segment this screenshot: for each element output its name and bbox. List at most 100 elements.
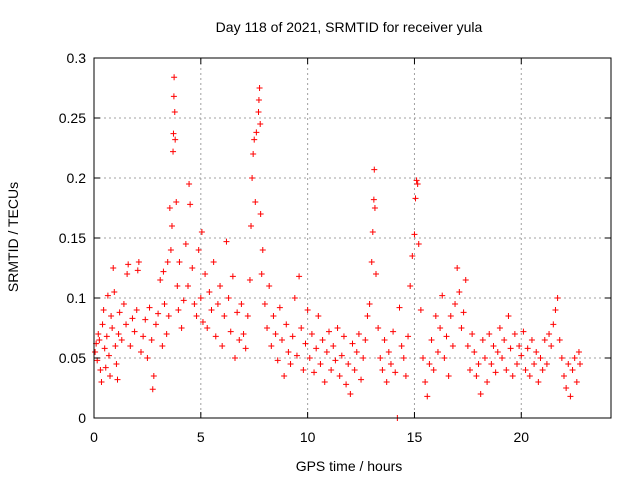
- data-point: [537, 355, 544, 361]
- data-point: [129, 315, 136, 322]
- data-point: [567, 393, 574, 400]
- data-point: [161, 301, 168, 307]
- data-point: [134, 267, 141, 274]
- data-point: [571, 355, 578, 361]
- data-point: [505, 313, 512, 319]
- data-point: [135, 259, 142, 265]
- data-point: [109, 325, 116, 331]
- data-point: [317, 361, 324, 367]
- data-point: [311, 369, 318, 376]
- data-point: [97, 367, 104, 373]
- data-point: [398, 343, 405, 349]
- x-axis-label: GPS time / hours: [296, 458, 403, 474]
- data-point: [258, 271, 265, 277]
- data-point: [338, 352, 345, 359]
- data-point: [511, 331, 518, 337]
- data-point: [323, 349, 330, 355]
- data-point: [189, 265, 196, 271]
- data-point: [149, 386, 156, 393]
- data-point: [456, 289, 463, 295]
- data-point: [170, 93, 177, 100]
- data-point: [249, 175, 256, 181]
- data-point: [165, 313, 172, 319]
- data-point: [522, 367, 529, 373]
- data-point: [101, 345, 108, 352]
- data-point: [178, 325, 185, 331]
- data-point: [417, 307, 424, 313]
- data-point: [413, 177, 420, 184]
- data-point: [163, 331, 170, 337]
- data-point: [107, 373, 114, 379]
- data-point: [166, 205, 173, 211]
- data-point: [195, 247, 202, 253]
- data-point: [256, 85, 263, 91]
- data-point: [240, 331, 247, 337]
- data-point: [464, 343, 471, 349]
- data-point: [186, 181, 193, 187]
- data-point: [172, 136, 179, 143]
- data-point: [319, 337, 326, 343]
- data-point: [131, 328, 138, 335]
- data-point: [479, 337, 486, 343]
- data-point: [255, 97, 262, 103]
- data-point: [176, 259, 183, 265]
- data-point: [454, 265, 461, 271]
- data-point: [488, 361, 495, 367]
- data-point: [469, 331, 476, 337]
- data-point: [285, 349, 292, 355]
- data-point: [345, 361, 352, 367]
- data-point: [140, 333, 147, 340]
- data-point: [229, 273, 236, 280]
- data-point: [217, 283, 224, 289]
- data-point: [182, 241, 189, 247]
- data-point: [481, 355, 488, 361]
- data-point: [430, 367, 437, 373]
- data-point: [118, 337, 125, 343]
- data-point: [528, 337, 535, 343]
- data-point: [415, 241, 422, 247]
- data-point: [251, 136, 258, 143]
- data-point: [577, 361, 584, 367]
- data-point: [114, 376, 121, 383]
- data-point: [274, 357, 281, 364]
- data-point: [462, 277, 469, 283]
- x-tick-label: 5: [197, 429, 205, 445]
- data-point: [175, 307, 182, 313]
- data-point: [516, 343, 523, 349]
- data-point: [261, 301, 268, 307]
- data-point: [373, 271, 379, 277]
- data-point: [561, 373, 567, 379]
- data-point: [347, 391, 354, 397]
- data-point: [152, 321, 159, 328]
- data-point: [227, 328, 234, 335]
- data-point: [248, 223, 255, 229]
- data-point: [210, 259, 217, 265]
- data-point: [554, 295, 561, 301]
- data-point: [492, 369, 499, 376]
- data-point: [98, 379, 105, 385]
- data-point: [120, 301, 127, 307]
- data-point: [168, 223, 175, 229]
- data-point: [520, 328, 527, 335]
- data-point: [405, 333, 412, 340]
- data-point: [125, 261, 132, 268]
- data-point: [212, 333, 219, 340]
- data-point: [518, 352, 525, 359]
- data-point: [116, 309, 123, 316]
- data-point: [375, 325, 382, 331]
- data-point: [392, 369, 399, 376]
- data-point: [124, 271, 131, 277]
- data-point: [424, 393, 431, 400]
- data-point: [198, 229, 205, 235]
- data-point: [340, 333, 347, 340]
- data-point: [499, 355, 506, 361]
- data-point: [123, 321, 130, 328]
- data-point: [279, 337, 285, 343]
- data-point: [420, 355, 426, 361]
- data-point: [291, 295, 298, 301]
- data-point: [531, 361, 538, 367]
- data-point: [268, 343, 275, 349]
- data-point: [219, 343, 226, 349]
- data-point: [99, 321, 106, 328]
- data-point: [103, 333, 110, 340]
